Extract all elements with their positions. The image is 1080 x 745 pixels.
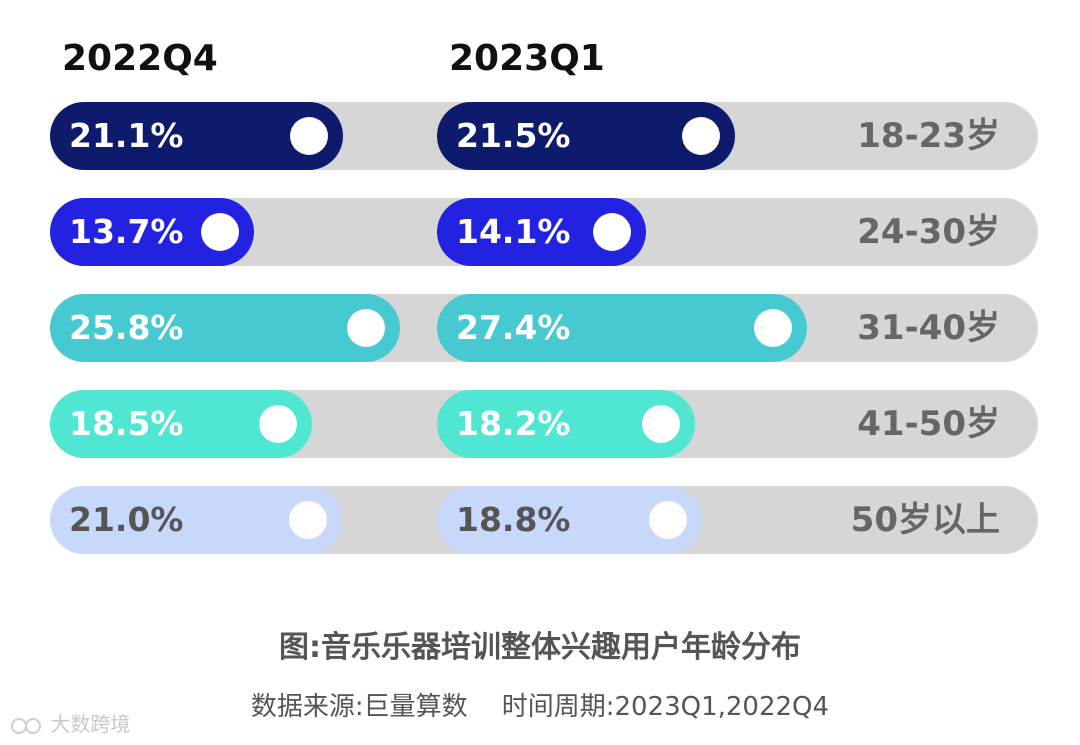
bar-end-dot <box>649 501 688 539</box>
age-group-label: 18-23岁 <box>857 116 1000 156</box>
age-group-label: 24-30岁 <box>857 212 1000 252</box>
bar-end-dot <box>290 117 329 155</box>
value-label: 18.8% <box>456 500 571 539</box>
age-group-label: 31-40岁 <box>857 308 1000 348</box>
bar-end-dot <box>200 213 239 251</box>
chart-caption: 图:音乐乐器培训整体兴趣用户年龄分布 <box>279 630 801 665</box>
watermark-logo: 大数跨境 <box>10 708 130 737</box>
value-label: 18.2% <box>456 404 571 443</box>
time-period-text: 时间周期:2023Q1,2022Q4 <box>501 692 830 722</box>
bar-2023q1-3 <box>437 294 807 362</box>
source-line: 数据来源:巨量算数 时间周期:2023Q1,2022Q4 <box>0 686 1080 723</box>
value-label: 27.4% <box>456 308 571 347</box>
watermark-icon <box>10 716 44 736</box>
data-source-text: 数据来源:巨量算数 <box>250 692 468 722</box>
value-label: 13.7% <box>69 212 184 251</box>
value-label: 21.5% <box>456 116 571 155</box>
age-group-label: 50岁以上 <box>850 500 1000 540</box>
period-title-2022q4: 2022Q4 <box>62 38 218 79</box>
bar-end-dot <box>258 405 297 443</box>
value-label: 18.5% <box>69 404 184 443</box>
value-label: 21.1% <box>69 116 184 155</box>
bar-end-dot <box>753 309 792 347</box>
bar-end-dot <box>347 309 386 347</box>
bar-end-dot <box>682 117 721 155</box>
bar-2022q4-3 <box>50 294 401 362</box>
value-label: 14.1% <box>456 212 571 251</box>
value-label: 21.0% <box>69 500 184 539</box>
period-title-2023q1: 2023Q1 <box>449 38 605 79</box>
bar-end-dot <box>592 213 631 251</box>
value-label: 25.8% <box>69 308 184 347</box>
watermark-text: 大数跨境 <box>50 712 131 736</box>
bar-end-dot <box>289 501 328 539</box>
bar-end-dot <box>642 405 681 443</box>
age-distribution-chart: 21.1% 21.5% 18-23岁 13.7% 14.1% 24-30岁 25.8% 27.… <box>50 102 1038 554</box>
age-group-label: 41-50岁 <box>857 404 1000 444</box>
